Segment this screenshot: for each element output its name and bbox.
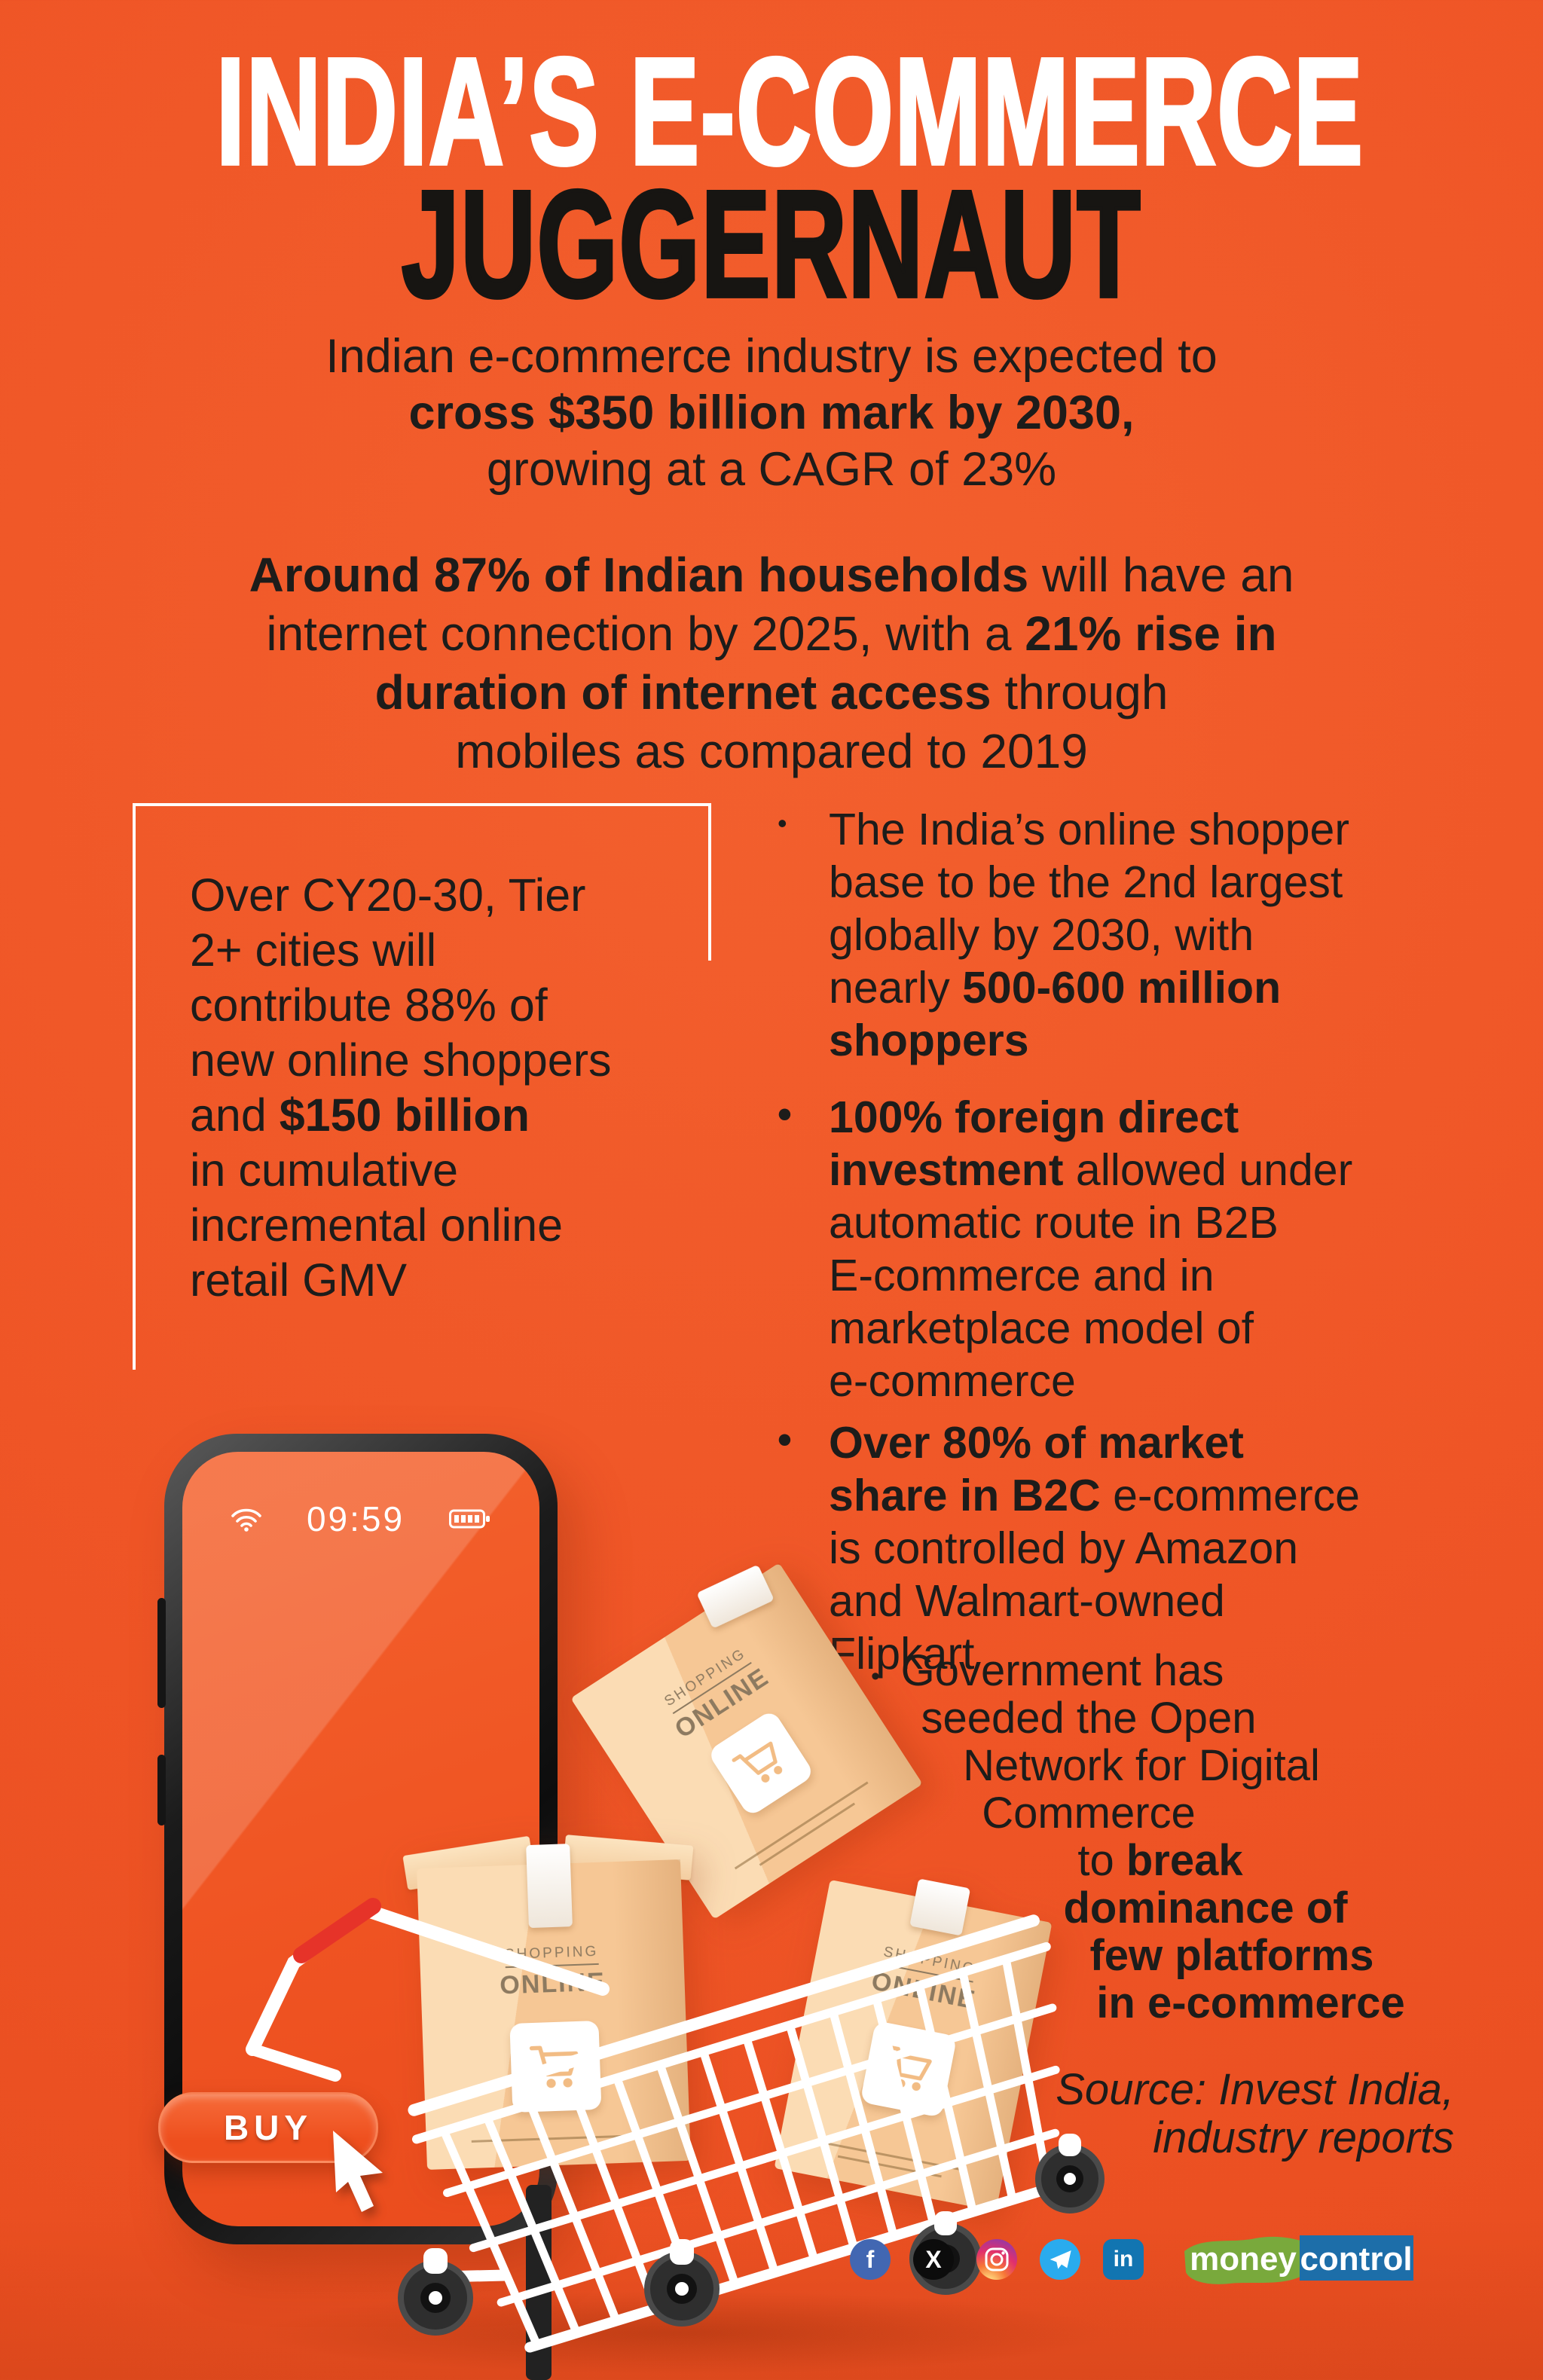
bullet-line: Flipkart [829, 1629, 975, 1679]
households-line: mobiles as compared to 2019 [455, 724, 1088, 778]
bullet-fdi: • 100% foreign direct investment allowed… [770, 1091, 1493, 1407]
tier-line: 2+ cities will [190, 924, 437, 976]
source-credit: Source: Invest India, industry reports [1056, 2066, 1454, 2162]
cursor-icon [333, 2131, 383, 2212]
logo-text-control: control [1300, 2241, 1412, 2278]
parcel-box-in-cart: SHOPPING ONLINE [402, 1835, 694, 2170]
tier-line: contribute 88% of [190, 979, 548, 1031]
bullet-market-share: • Over 80% of market share in B2C e-comm… [770, 1416, 1493, 1680]
bullet-line: e-commerce [829, 1356, 1076, 1406]
cart-glyph-icon [529, 2045, 579, 2088]
tier-line: and $150 billion [190, 1089, 530, 1141]
tier-cities-text: Over CY20-30, Tier 2+ cities will contri… [190, 868, 711, 1308]
logo-green-flag [1184, 2236, 1300, 2284]
intro-line: growing at a CAGR of 23% [486, 443, 1057, 496]
bullet-shopper-base: • The India’s online shopper base to be … [770, 803, 1493, 1067]
cart-glyph-icon [732, 1741, 783, 1783]
source-line: industry reports [1153, 2113, 1454, 2162]
parcel-cart-sticker [707, 1709, 815, 1818]
phone-power-button [157, 1755, 166, 1825]
bullet-line: nearly 500-600 million [829, 963, 1282, 1013]
households-paragraph: Around 87% of Indian households will hav… [0, 545, 1543, 781]
ondc-line: Commerce [982, 1789, 1196, 1838]
ondc-line: Network for Digital [963, 1741, 1320, 1790]
page-title-line2: JUGGERNAUT [400, 158, 1142, 329]
bullet-dot: • [778, 808, 787, 839]
facebook-icon[interactable]: f [850, 2239, 891, 2280]
ondc-line: seeded the Open [921, 1694, 1257, 1743]
households-line: duration of internet access through [374, 665, 1169, 719]
instagram-camera-glyph [985, 2247, 1009, 2272]
wifi-icon [231, 1508, 261, 1532]
ondc-line: in e-commerce [1096, 1978, 1405, 2027]
telegram-plane-glyph [1050, 2250, 1071, 2269]
page-title-line1: INDIA’S E-COMMERCE [215, 26, 1364, 197]
ondc-line: Government has [900, 1646, 1224, 1695]
falling-parcel-box: SHOPPING ONLINE [570, 1563, 923, 1920]
bullet-dot: • [778, 1092, 792, 1137]
cart-basket [408, 1914, 1060, 2353]
social-icons-row: f X in [850, 2239, 1144, 2280]
linkedin-icon[interactable]: in [1103, 2239, 1144, 2280]
ondc-line: to break [1077, 1836, 1243, 1885]
bullet-line: globally by 2030, with [829, 910, 1254, 960]
ondc-note: • Government has seeded the Open Network… [866, 1647, 1469, 2027]
facts-bullet-list: • The India’s online shopper base to be … [770, 803, 1493, 1707]
bullet-line: 100% foreign direct [829, 1092, 1239, 1142]
bullet-dot: • [778, 1417, 792, 1462]
bullet-line: is controlled by Amazon [829, 1523, 1299, 1573]
ondc-line: few platforms [1089, 1931, 1374, 1980]
phone-status-bar: 09:59 [182, 1499, 539, 1539]
parcel-cart-sticker [509, 2020, 602, 2113]
logo-blue-block [1300, 2235, 1413, 2281]
battery-icon [449, 1509, 490, 1529]
tier-line: new online shoppers [190, 1034, 612, 1086]
logo-text-money: money [1190, 2241, 1297, 2278]
tier-line: incremental online [190, 1199, 564, 1251]
households-line: Around 87% of Indian households will hav… [249, 548, 1294, 602]
bullet-line: share in B2C e-commerce [829, 1471, 1360, 1520]
bullet-dot: • [871, 1662, 880, 1691]
intro-line: cross $350 billion mark by 2030, [408, 386, 1135, 439]
ondc-line: dominance of [1063, 1884, 1348, 1932]
tier-line: in cumulative [190, 1144, 458, 1196]
bullet-line: and Walmart-owned [829, 1576, 1225, 1626]
shopping-cart-illustration [246, 1898, 1105, 2380]
source-line: Source: Invest India, [1056, 2065, 1454, 2114]
phone-volume-button [157, 1598, 166, 1708]
telegram-icon[interactable] [1040, 2239, 1080, 2280]
bullet-line: The India’s online shopper [829, 805, 1350, 854]
bullet-line: automatic route in B2B [829, 1198, 1279, 1248]
tier-line: Over CY20-30, Tier [190, 869, 586, 921]
bullet-line: E-commerce and in [829, 1251, 1215, 1300]
intro-line: Indian e-commerce industry is expected t… [325, 330, 1218, 383]
bullet-line: investment allowed under [829, 1145, 1353, 1195]
status-time: 09:59 [306, 1499, 405, 1538]
moneycontrol-logo[interactable]: money control [1181, 2229, 1416, 2293]
intro-paragraph: Indian e-commerce industry is expected t… [0, 328, 1543, 498]
bullet-line: base to be the 2nd largest [829, 857, 1343, 907]
cart-handle [246, 1898, 610, 2082]
cart-wheels [398, 2134, 1105, 2336]
bullet-line: marketplace model of [829, 1303, 1254, 1353]
bullet-line: Over 80% of market [829, 1418, 1244, 1468]
households-line: internet connection by 2025, with a 21% … [266, 606, 1277, 661]
x-icon[interactable]: X [913, 2239, 954, 2280]
bullet-line: shoppers [829, 1016, 1029, 1065]
tier-cities-stat-box: Over CY20-30, Tier 2+ cities will contri… [133, 803, 711, 1370]
instagram-icon[interactable] [976, 2239, 1017, 2280]
cart-handle-grip [293, 1898, 381, 1963]
tier-line: retail GMV [190, 1254, 408, 1306]
buy-button-label: BUY [223, 2108, 313, 2147]
